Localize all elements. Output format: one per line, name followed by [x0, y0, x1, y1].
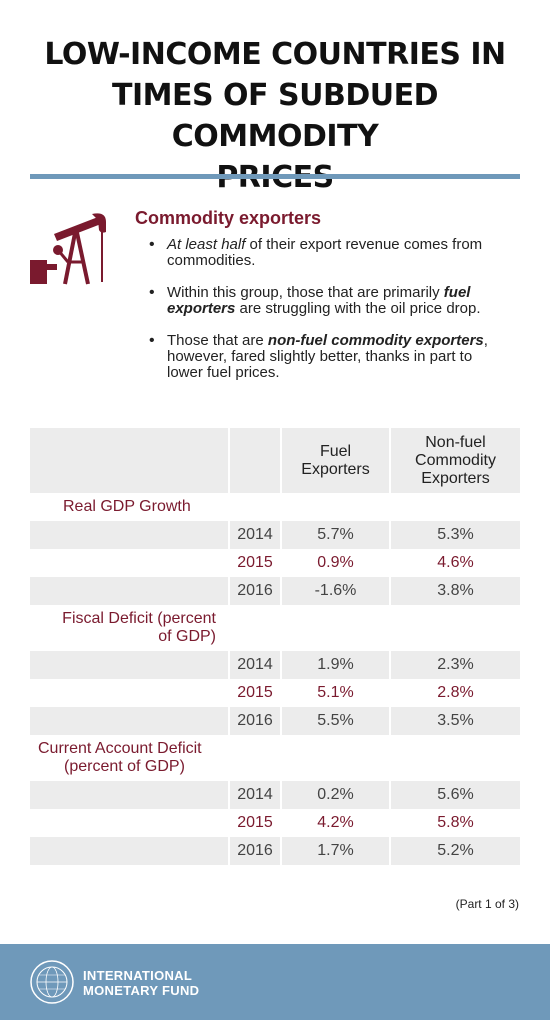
indicator-label-line: (percent of GDP) — [64, 758, 185, 775]
bullet-text: Those that are — [167, 332, 268, 349]
indicator-row: Fiscal Deficit (percent of GDP) — [30, 605, 520, 651]
blank-cell — [30, 521, 228, 549]
table-row: 2015 0.9% 4.6% — [30, 549, 520, 577]
nonfuel-value: 5.6% — [391, 781, 520, 809]
fuel-value: 4.2% — [317, 814, 354, 831]
title-line: TIMES OF SUBDUED COMMODITY — [112, 78, 438, 154]
nonfuel-value: 5.3% — [391, 521, 520, 549]
indicator-label: Fiscal Deficit (percent of GDP) — [62, 610, 216, 646]
bullet-text: of their export revenue comes from commo… — [167, 236, 483, 269]
table-row: 2016 -1.6% 3.8% — [30, 577, 520, 605]
blank-cell — [30, 651, 228, 679]
table-header-row: Fuel Exporters Non-fuel Commodity Exporters — [30, 428, 520, 493]
year-cell: 2016 — [230, 837, 280, 865]
blank-cell — [30, 837, 228, 865]
organization-name-line: MONETARY FUND — [83, 983, 200, 998]
table-row: 2015 5.1% 2.8% — [30, 679, 520, 707]
column-header-fuel: Fuel Exporters — [282, 428, 389, 493]
fuel-value: 5.5% — [282, 707, 389, 735]
indicator-label-line: Fiscal Deficit (percent — [62, 610, 216, 627]
blank-cell — [30, 679, 228, 707]
header-line: Exporters — [301, 460, 370, 478]
indicator-row: Current Account Deficit (percent of GDP) — [30, 735, 520, 781]
oil-pump-icon — [30, 213, 106, 285]
imf-seal-icon — [30, 960, 74, 1004]
year-cell: 2015 — [237, 814, 273, 831]
header-line: Non-fuel — [425, 433, 486, 451]
table-row: 2014 0.2% 5.6% — [30, 781, 520, 809]
list-item: Within this group, those that are primar… — [147, 285, 512, 317]
header-line: Exporters — [421, 469, 490, 487]
footer: INTERNATIONAL MONETARY FUND — [0, 944, 550, 1020]
year-cell: 2016 — [230, 577, 280, 605]
indicator-label: Current Account Deficit (percent of GDP) — [38, 740, 202, 776]
emphasis: non-fuel commodity exporters — [267, 332, 484, 349]
part-indicator: (Part 1 of 3) — [455, 897, 519, 911]
header-line: Commodity — [415, 451, 496, 469]
column-header-nonfuel: Non-fuel Commodity Exporters — [391, 428, 520, 493]
bullet-text: are struggling with the oil price drop. — [235, 300, 481, 317]
nonfuel-value: 5.2% — [391, 837, 520, 865]
year-cell: 2016 — [230, 707, 280, 735]
nonfuel-value: 5.8% — [437, 814, 474, 831]
title-line: LOW-INCOME COUNTRIES IN — [44, 37, 506, 72]
fuel-value: 1.7% — [282, 837, 389, 865]
table-row: 2014 1.9% 2.3% — [30, 651, 520, 679]
bullet-text: Within this group, those that are primar… — [167, 284, 444, 301]
year-cell: 2014 — [230, 521, 280, 549]
nonfuel-value: 3.8% — [391, 577, 520, 605]
indicator-label-line: Current Account Deficit — [38, 740, 202, 757]
blank-cell — [30, 781, 228, 809]
nonfuel-value: 3.5% — [391, 707, 520, 735]
page-title: LOW-INCOME COUNTRIES IN TIMES OF SUBDUED… — [20, 34, 530, 198]
fuel-value: 0.9% — [317, 554, 354, 571]
nonfuel-value: 2.8% — [437, 684, 474, 701]
bullet-list: At least half of their export revenue co… — [147, 237, 512, 397]
organization-name: INTERNATIONAL MONETARY FUND — [83, 968, 199, 998]
organization-name-line: INTERNATIONAL — [83, 968, 193, 983]
table-row: 2016 5.5% 3.5% — [30, 707, 520, 735]
nonfuel-value: 4.6% — [437, 554, 474, 571]
emphasis: fuel exporters — [167, 284, 471, 317]
nonfuel-value: 2.3% — [391, 651, 520, 679]
table-row: 2014 5.7% 5.3% — [30, 521, 520, 549]
fuel-value: 0.2% — [282, 781, 389, 809]
table-row: 2015 4.2% 5.8% — [30, 809, 520, 837]
blank-cell — [30, 577, 228, 605]
fuel-value: -1.6% — [282, 577, 389, 605]
data-table: Fuel Exporters Non-fuel Commodity Exporters… — [30, 428, 520, 865]
year-cell: 2015 — [237, 684, 273, 701]
fuel-value: 5.1% — [317, 684, 354, 701]
indicator-row: Real GDP Growth — [30, 493, 520, 521]
bullet-text: , however, fared slightly better, thanks… — [167, 332, 488, 381]
fuel-value: 5.7% — [282, 521, 389, 549]
year-cell: 2014 — [230, 781, 280, 809]
blank-cell — [30, 809, 228, 837]
blank-cell — [30, 549, 228, 577]
indicator-label: Real GDP Growth — [63, 498, 191, 515]
header-cell — [230, 428, 280, 493]
fuel-value: 1.9% — [282, 651, 389, 679]
list-item: Those that are non-fuel commodity export… — [147, 333, 512, 381]
emphasis: At least half — [167, 236, 246, 253]
indicator-label-line: of GDP) — [158, 628, 216, 645]
list-item: At least half of their export revenue co… — [147, 237, 512, 269]
title-divider — [30, 174, 520, 179]
header-line: Fuel — [319, 442, 352, 460]
table-row: 2016 1.7% 5.2% — [30, 837, 520, 865]
header-cell — [30, 428, 228, 493]
year-cell: 2014 — [230, 651, 280, 679]
section-heading: Commodity exporters — [135, 208, 322, 228]
year-cell: 2015 — [237, 554, 273, 571]
blank-cell — [30, 707, 228, 735]
